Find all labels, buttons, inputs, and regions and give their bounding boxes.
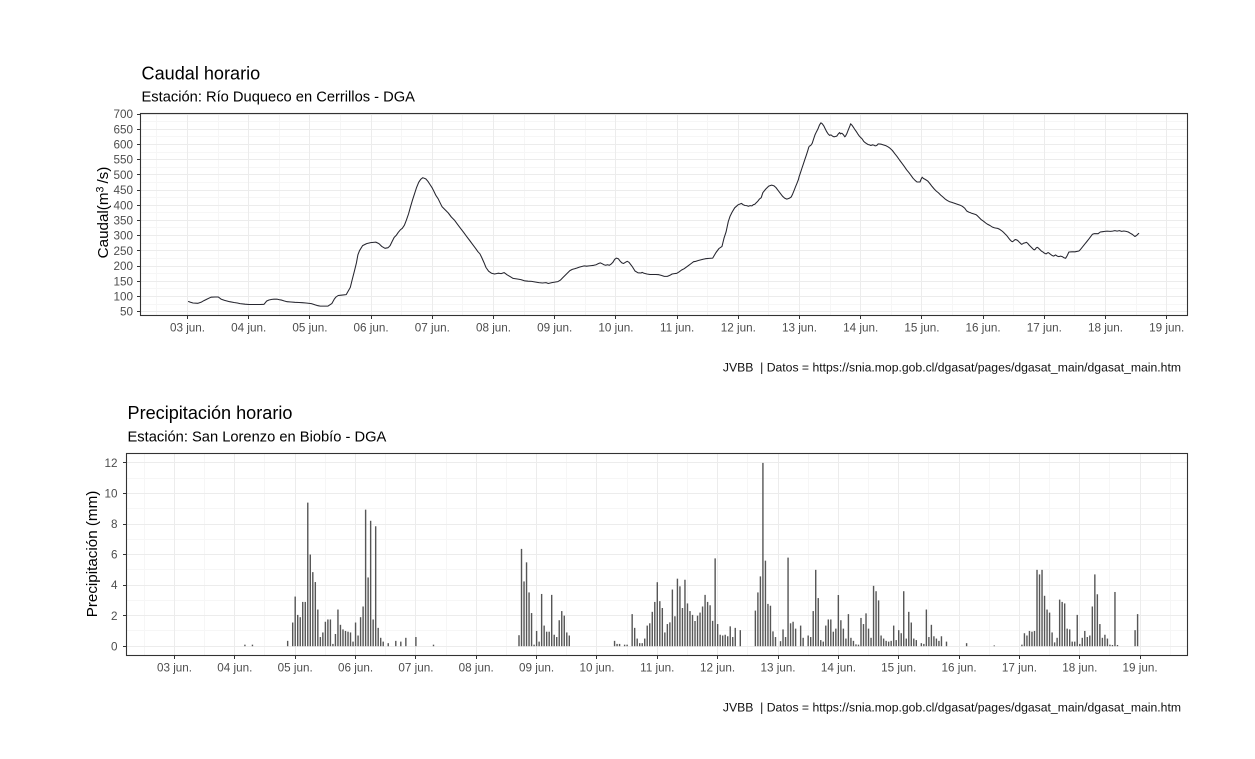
svg-text:150: 150 <box>113 275 133 288</box>
svg-text:08 jun.: 08 jun. <box>459 662 494 675</box>
svg-text:6: 6 <box>111 549 118 562</box>
svg-text:14 jun.: 14 jun. <box>843 322 878 335</box>
svg-text:16 jun.: 16 jun. <box>966 322 1001 335</box>
svg-text:05 jun.: 05 jun. <box>292 322 327 335</box>
svg-text:13 jun.: 13 jun. <box>760 662 795 675</box>
svg-text:JVBB | Datos = https://snia.m: JVBB | Datos = https://snia.mop.gob.cl/d… <box>723 361 1181 375</box>
svg-text:18 jun.: 18 jun. <box>1088 322 1123 335</box>
svg-text:8: 8 <box>111 518 118 531</box>
svg-text:JVBB | Datos = https://snia.m: JVBB | Datos = https://snia.mop.gob.cl/d… <box>723 701 1181 715</box>
svg-text:06 jun.: 06 jun. <box>338 662 373 675</box>
svg-text:650: 650 <box>113 123 133 136</box>
svg-text:Caudal horario: Caudal horario <box>142 64 261 84</box>
svg-text:600: 600 <box>113 139 133 152</box>
svg-text:19 jun.: 19 jun. <box>1149 322 1184 335</box>
svg-text:17 jun.: 17 jun. <box>1002 662 1037 675</box>
svg-text:04 jun.: 04 jun. <box>217 662 252 675</box>
svg-text:12: 12 <box>104 457 117 470</box>
svg-text:50: 50 <box>120 306 134 319</box>
svg-text:09 jun.: 09 jun. <box>519 662 554 675</box>
svg-text:Caudal(m3 /s): Caudal(m3 /s) <box>94 167 112 259</box>
svg-text:11 jun.: 11 jun. <box>640 662 674 675</box>
svg-text:450: 450 <box>113 184 133 197</box>
svg-text:14 jun.: 14 jun. <box>821 662 856 675</box>
svg-text:Precipitación (mm): Precipitación (mm) <box>84 491 101 618</box>
svg-text:700: 700 <box>113 108 133 121</box>
svg-text:Estación: San Lorenzo en Biobí: Estación: San Lorenzo en Biobío - DGA <box>128 430 387 446</box>
svg-text:300: 300 <box>113 230 133 243</box>
svg-text:17 jun.: 17 jun. <box>1027 322 1062 335</box>
svg-text:10: 10 <box>104 488 118 501</box>
svg-text:4: 4 <box>111 579 118 592</box>
svg-text:16 jun.: 16 jun. <box>942 662 977 675</box>
svg-text:08 jun.: 08 jun. <box>476 322 511 335</box>
svg-text:250: 250 <box>113 245 133 258</box>
svg-text:15 jun.: 15 jun. <box>904 322 939 335</box>
svg-text:11 jun.: 11 jun. <box>660 322 694 335</box>
svg-text:07 jun.: 07 jun. <box>415 322 450 335</box>
svg-text:03 jun.: 03 jun. <box>170 322 205 335</box>
svg-text:18 jun.: 18 jun. <box>1062 662 1097 675</box>
svg-text:10 jun.: 10 jun. <box>579 662 614 675</box>
svg-text:09 jun.: 09 jun. <box>537 322 572 335</box>
svg-text:06 jun.: 06 jun. <box>354 322 389 335</box>
svg-text:0: 0 <box>111 640 118 653</box>
svg-text:10 jun.: 10 jun. <box>598 322 633 335</box>
svg-text:13 jun.: 13 jun. <box>782 322 817 335</box>
svg-text:03 jun.: 03 jun. <box>157 662 192 675</box>
svg-text:500: 500 <box>113 169 133 182</box>
svg-text:350: 350 <box>113 215 133 228</box>
svg-text:100: 100 <box>113 291 133 304</box>
svg-text:400: 400 <box>113 199 133 212</box>
svg-text:19 jun.: 19 jun. <box>1123 662 1158 675</box>
svg-text:12 jun.: 12 jun. <box>721 322 756 335</box>
svg-text:04 jun.: 04 jun. <box>231 322 266 335</box>
svg-text:200: 200 <box>113 260 133 273</box>
svg-text:2: 2 <box>111 610 118 623</box>
svg-text:07 jun.: 07 jun. <box>398 662 433 675</box>
svg-text:05 jun.: 05 jun. <box>278 662 313 675</box>
svg-text:15 jun.: 15 jun. <box>881 662 916 675</box>
svg-text:Precipitación horario: Precipitación horario <box>128 403 293 423</box>
svg-text:550: 550 <box>113 154 133 167</box>
svg-text:12 jun.: 12 jun. <box>700 662 735 675</box>
svg-text:Estación: Río Duqueco en Cerri: Estación: Río Duqueco en Cerrillos - DGA <box>142 90 416 106</box>
